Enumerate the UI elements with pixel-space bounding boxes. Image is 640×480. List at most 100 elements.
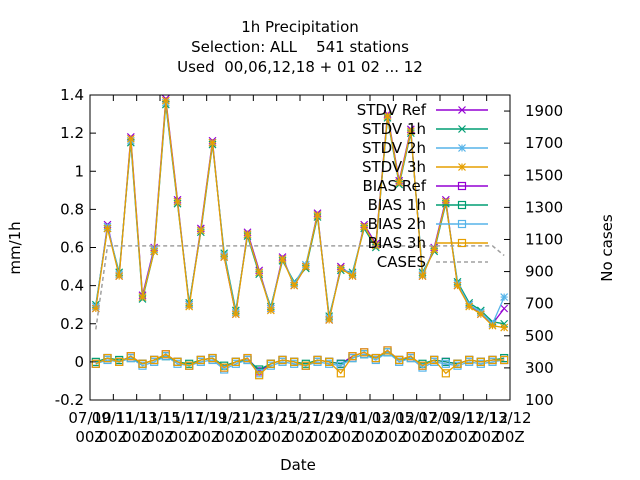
legend-entry-marker	[458, 125, 466, 133]
x-tick-label-hour: 00Z	[145, 428, 174, 446]
x-tick-label-date: 11/11	[115, 409, 158, 427]
data-point	[360, 348, 369, 357]
data-point	[231, 310, 240, 319]
data-point	[406, 352, 415, 361]
x-tick-label-hour: 00Z	[425, 428, 454, 446]
legend-entry-marker	[457, 181, 467, 191]
data-point	[103, 224, 112, 233]
series-stdv-ref	[91, 94, 509, 328]
x-tick-label-date: 01/12	[348, 409, 391, 427]
data-point	[278, 255, 287, 263]
data-point	[185, 302, 194, 311]
x-tick-label-hour: 00Z	[472, 428, 501, 446]
x-tick-label-hour: 00Z	[192, 428, 221, 446]
y2-tick-label: 1500	[525, 166, 563, 184]
y-tick-label: 0	[74, 353, 84, 371]
data-point	[231, 357, 240, 366]
x-tick-label-hour: 00Z	[332, 428, 361, 446]
legend-entry-label: BIAS 2h	[368, 215, 426, 233]
y2-tick-label: 300	[525, 359, 554, 377]
data-point	[465, 302, 474, 311]
data-point	[395, 355, 404, 365]
x-tick-label-date: 15/11	[162, 409, 205, 427]
series-bias-3h	[91, 346, 509, 380]
data-point	[336, 361, 345, 370]
chart-title-line-1: 1h Precipitation	[241, 18, 359, 36]
legend-entry-marker	[458, 144, 466, 152]
x-tick-label-date: 17/11	[185, 409, 228, 427]
data-point	[313, 211, 322, 220]
y-tick-label: 0.4	[60, 277, 84, 295]
data-point	[138, 359, 147, 368]
legend-entry-label: STDV Ref	[357, 101, 427, 119]
data-point	[91, 304, 100, 313]
series-bias-ref	[91, 346, 509, 376]
series-line	[95, 100, 505, 329]
data-point	[476, 357, 485, 366]
data-point	[150, 247, 159, 256]
plot-frame	[89, 94, 511, 401]
data-point	[115, 357, 124, 366]
legend-entry-label: BIAS Ref	[362, 177, 426, 195]
series-layer	[91, 94, 509, 380]
data-point	[395, 178, 404, 187]
data-point	[500, 293, 509, 301]
data-point	[418, 361, 427, 370]
x-tick-label-date: 13/12	[488, 409, 531, 427]
data-point	[266, 359, 275, 368]
data-point	[115, 272, 124, 281]
y-tick-label: 1	[74, 162, 84, 180]
chart-title-line-2: Selection: ALL 541 stations	[191, 38, 409, 56]
x-tick-label-hour: 00Z	[215, 428, 244, 446]
x-tick-label-date: 27/11	[302, 409, 345, 427]
x-tick-label-hour: 00Z	[122, 428, 151, 446]
data-point	[196, 355, 205, 365]
x-tick-label-date: 09/12	[442, 409, 485, 427]
data-point	[126, 134, 135, 143]
data-point	[336, 369, 345, 378]
data-point	[336, 264, 345, 273]
data-point	[418, 272, 427, 281]
data-point	[406, 127, 415, 136]
data-point	[500, 323, 509, 332]
data-point	[103, 353, 112, 363]
x-tick-label-date: 03/12	[372, 409, 415, 427]
x-tick-label-hour: 00Z	[379, 428, 408, 446]
data-point	[441, 197, 450, 206]
series-line	[95, 245, 505, 330]
data-point	[476, 310, 485, 319]
data-point	[290, 281, 299, 290]
legend-entry-label: BIAS 1h	[368, 196, 426, 214]
data-point	[301, 262, 310, 271]
data-point	[383, 112, 392, 120]
y2-tick-label: 1900	[525, 102, 563, 120]
y-tick-label: 0.2	[60, 315, 84, 333]
x-tick-label-hour: 00Z	[239, 428, 268, 446]
x-tick-label-date: 05/12	[395, 409, 438, 427]
y-tick-label: 0.6	[60, 239, 84, 257]
data-point	[325, 316, 334, 324]
series-cases	[95, 245, 505, 330]
data-point	[360, 222, 369, 231]
data-point	[290, 357, 299, 366]
series-stdv-3h	[91, 96, 509, 332]
y2-tick-label: 1100	[525, 230, 563, 248]
data-point	[266, 306, 275, 315]
legend-entry-label: CASES	[377, 253, 426, 271]
legend-entry-marker	[458, 106, 466, 114]
legend-entry-label: BIAS 3h	[368, 234, 426, 252]
series-line	[95, 349, 505, 377]
legend-entry-marker	[457, 238, 467, 248]
data-point	[488, 321, 497, 330]
x-tick-label-hour: 00Z	[169, 428, 198, 446]
data-point	[441, 369, 450, 378]
series-stdv-2h	[91, 98, 509, 328]
data-point	[453, 359, 462, 368]
y2-tick-label: 1300	[525, 198, 563, 216]
y-axis-label: mm/1h	[6, 221, 24, 274]
data-point	[255, 268, 264, 277]
data-point	[301, 361, 310, 370]
data-point	[220, 363, 229, 372]
